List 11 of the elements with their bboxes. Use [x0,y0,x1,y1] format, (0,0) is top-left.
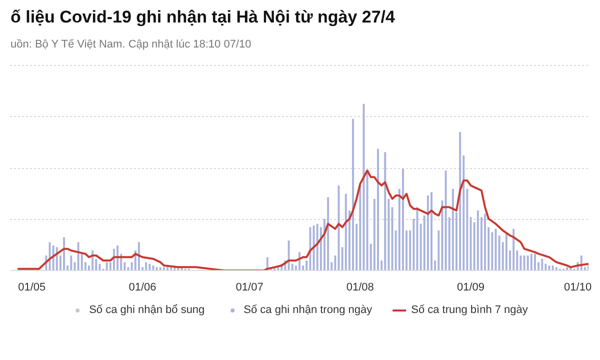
legend-label: Số ca ghi nhận bổ sung [89,304,205,316]
x-tick-label: 01/07 [236,282,264,294]
x-tick-label: 01/09 [456,282,485,294]
x-tick-label: 01/05 [18,282,46,294]
chart-subtitle: uồn: Bộ Y Tế Việt Nam. Cập nhật lúc 18:10 07/10 [10,38,252,50]
x-tick-label: 01/08 [346,282,374,294]
legend-label: Số ca trung bình 7 ngày [411,304,528,316]
x-tick-label: 01/10 [564,282,592,294]
legend-label: Số ca ghi nhận trong ngày [244,304,372,316]
x-tick-label: 01/06 [128,282,156,294]
chart-title: ố liệu Covid-19 ghi nhận tại Hà Nội từ ngày 27/4 [10,8,396,26]
